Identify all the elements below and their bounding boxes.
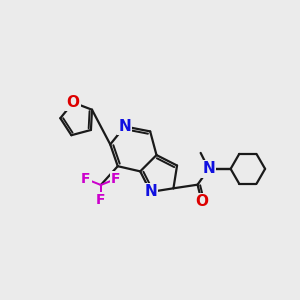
Text: N: N xyxy=(118,119,131,134)
Text: N: N xyxy=(144,184,157,200)
Text: O: O xyxy=(195,194,208,209)
Text: O: O xyxy=(67,95,80,110)
Text: N: N xyxy=(202,161,215,176)
Text: F: F xyxy=(81,172,91,186)
Text: F: F xyxy=(96,194,106,207)
Text: F: F xyxy=(111,172,120,186)
